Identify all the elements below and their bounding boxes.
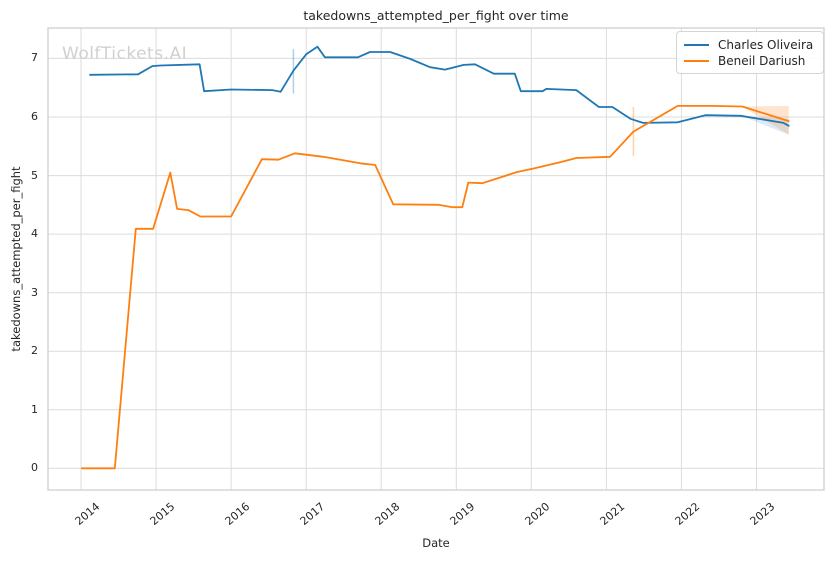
x-axis-label: Date (422, 536, 450, 550)
y-axis-label: takedowns_attempted_per_fight (9, 166, 23, 352)
legend-line-swatch-blue (684, 44, 709, 46)
y-tick-label: 1 (31, 402, 38, 416)
legend-entry-beneil-dariush: Beneil Dariush (684, 53, 815, 69)
y-tick-label: 3 (31, 285, 38, 299)
legend-entry-charles-oliveira: Charles Oliveira (684, 37, 815, 53)
y-tick-label: 2 (31, 344, 38, 358)
y-tick-label: 6 (31, 110, 38, 123)
watermark: WolfTickets.AI (62, 44, 188, 64)
legend-line-swatch-orange (684, 60, 709, 62)
legend-label: Beneil Dariush (718, 54, 806, 68)
y-tick-label: 5 (31, 168, 38, 182)
series-line-1 (80, 105, 790, 470)
plot-border (47, 27, 825, 491)
legend: Charles Oliveira Beneil Dariush (676, 31, 824, 74)
y-tick-label: 0 (31, 461, 38, 475)
series-line-0 (89, 45, 790, 127)
forecast-band-0 (740, 115, 789, 135)
legend-label: Charles Oliveira (718, 38, 814, 52)
chart-title: takedowns_attempted_per_fight over time (303, 8, 569, 23)
y-tick-label: 4 (31, 227, 38, 241)
y-tick-label: 7 (31, 51, 38, 65)
